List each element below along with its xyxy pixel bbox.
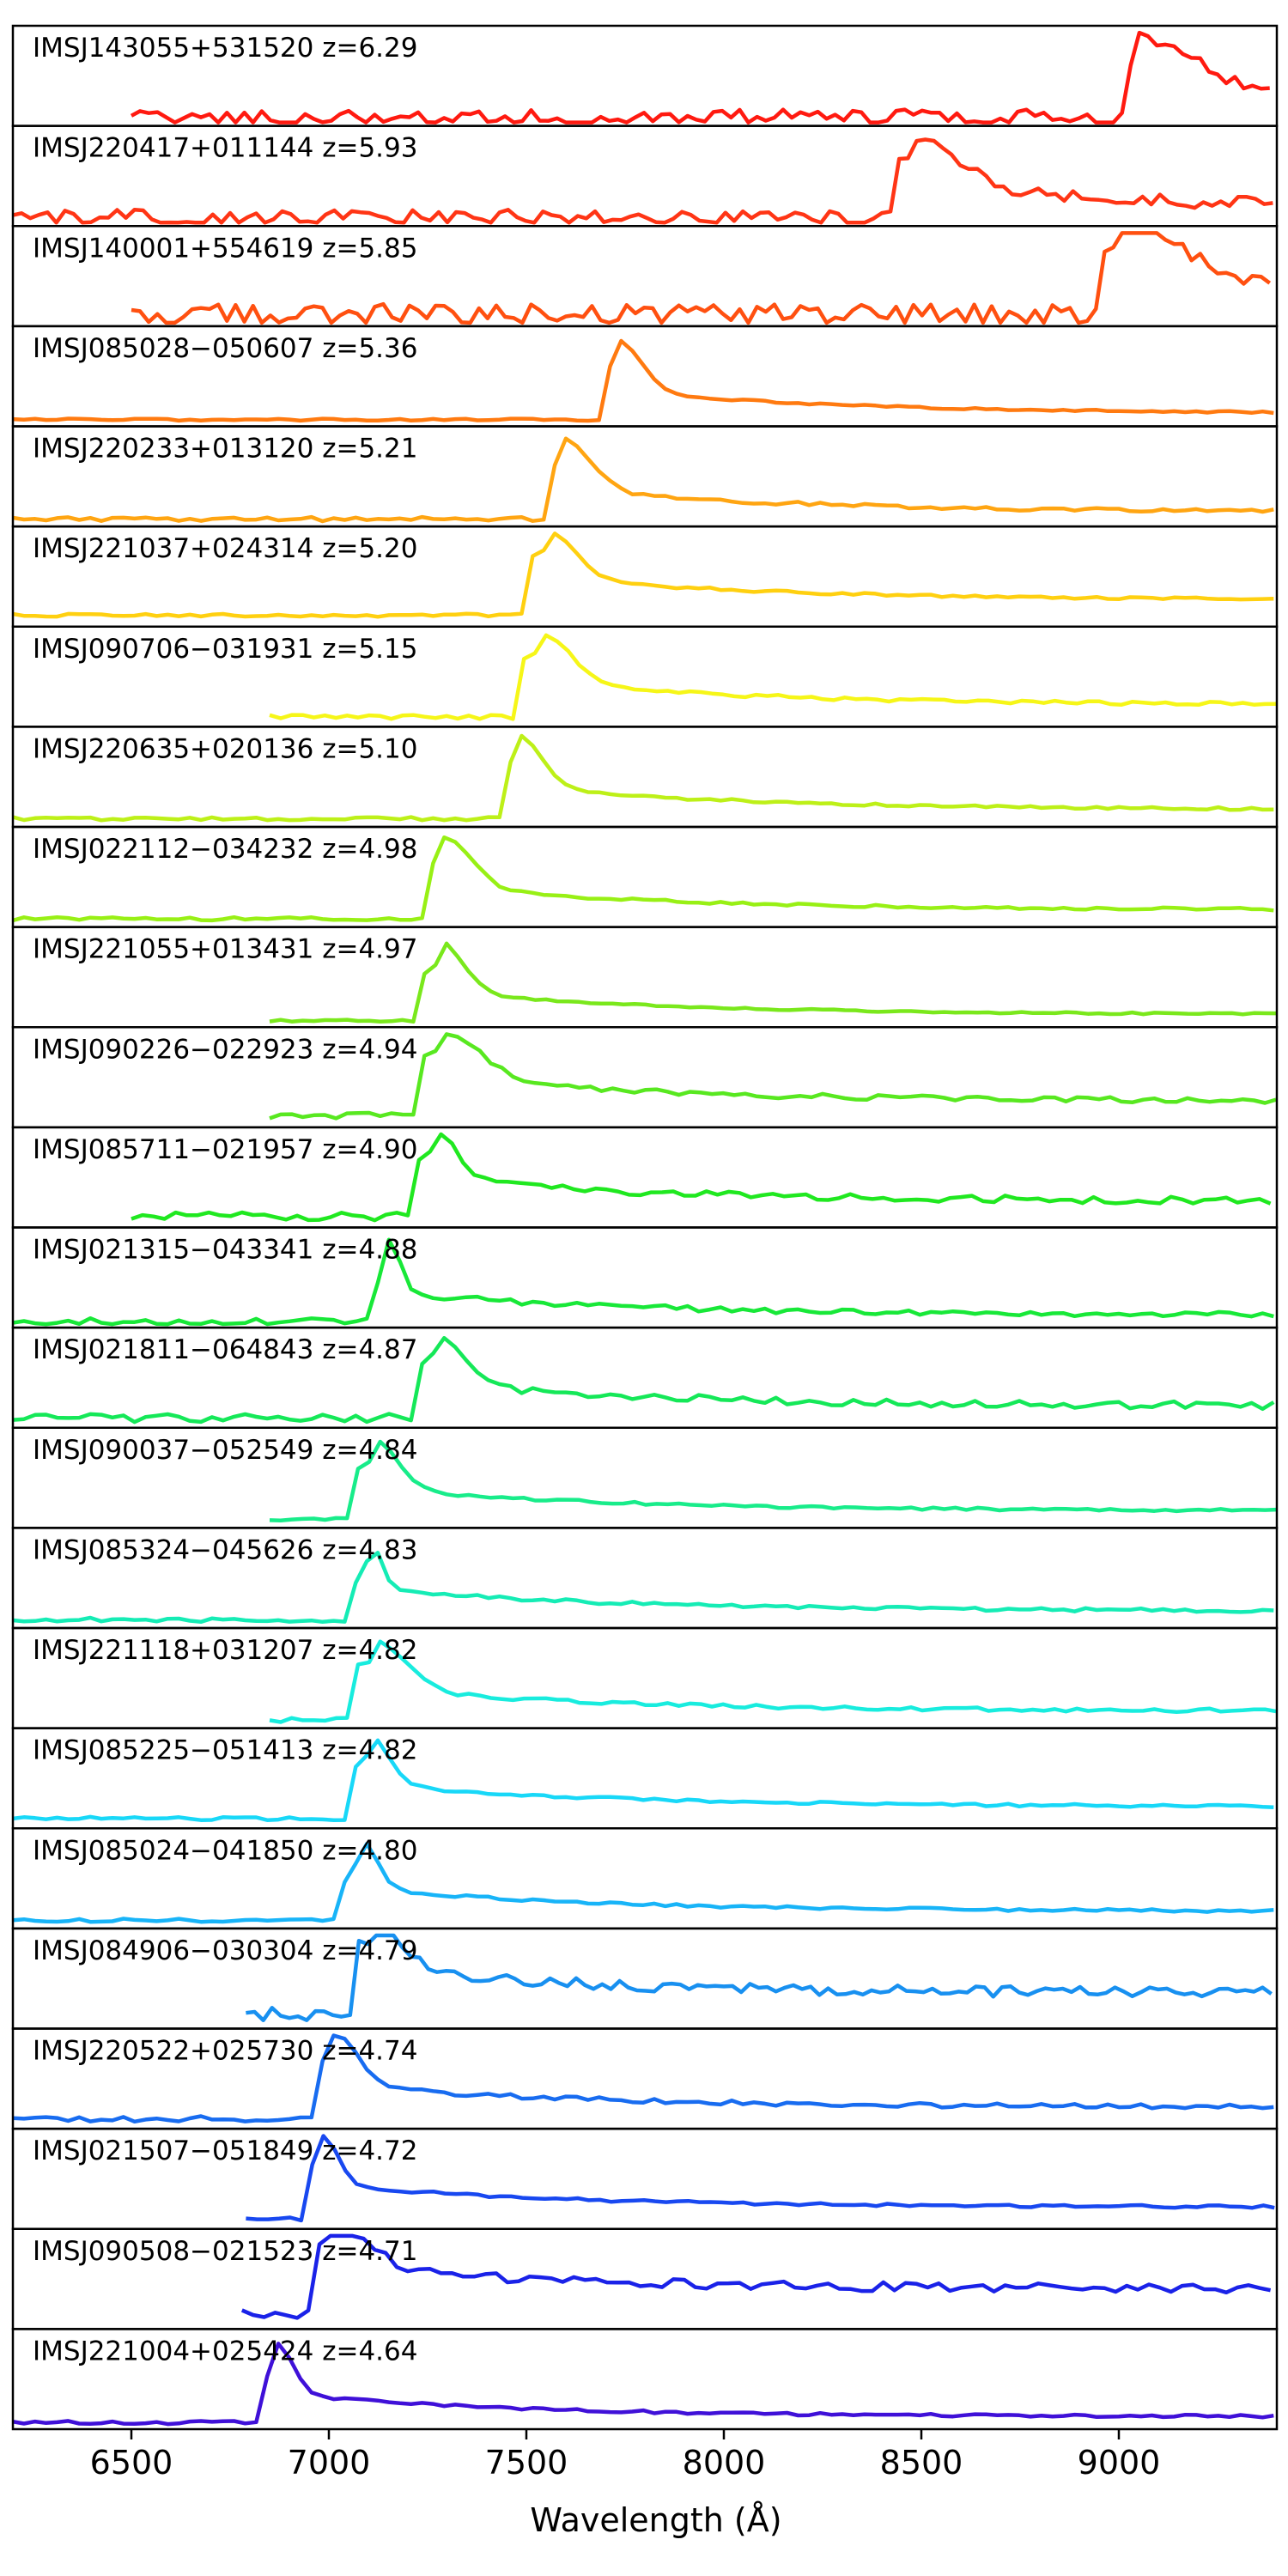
spectrum-panel: IMSJ085028−050607 z=5.36 <box>11 325 1279 428</box>
spectrum-panel: IMSJ221055+013431 z=4.97 <box>11 926 1279 1029</box>
panel-label: IMSJ085711−021957 z=4.90 <box>33 1134 418 1165</box>
panel-label: IMSJ220233+013120 z=5.21 <box>33 434 418 465</box>
spectrum-panel: IMSJ090508−021523 z=4.71 <box>11 2227 1279 2330</box>
spectrum-panel: IMSJ085324−045626 z=4.83 <box>11 1527 1279 1630</box>
spectrum-line <box>269 941 1277 1024</box>
panel-label: IMSJ021315−043341 z=4.88 <box>33 1235 418 1266</box>
spectrum-panel: IMSJ220522+025730 z=4.74 <box>11 2027 1279 2130</box>
panel-frame <box>11 2328 1279 2431</box>
panel-label: IMSJ090037−052549 z=4.84 <box>33 1435 418 1466</box>
spectrum-line <box>13 2342 1274 2427</box>
spectrum-line <box>269 1439 1277 1522</box>
panel-label: IMSJ021507−051849 z=4.72 <box>33 2136 418 2166</box>
panel-label: IMSJ140001+554619 z=5.85 <box>33 233 418 264</box>
spectrum-line <box>13 1237 1274 1327</box>
spectrum-line <box>130 30 1270 125</box>
spectrum-panel: IMSJ221118+031207 z=4.82 <box>11 1626 1279 1729</box>
x-tick-label: 7500 <box>485 2444 568 2482</box>
x-tick-label: 6500 <box>90 2444 173 2482</box>
spectrum-line <box>131 1132 1272 1223</box>
spectrum-panel: IMSJ022112−034232 z=4.98 <box>11 825 1279 928</box>
spectrum-panel: IMSJ143055+531520 z=6.29 <box>11 24 1279 127</box>
spectrum-panel: IMSJ220233+013120 z=5.21 <box>11 425 1279 528</box>
panel-label: IMSJ221004+025424 z=4.64 <box>33 2336 418 2366</box>
x-tick-label: 8000 <box>683 2444 766 2482</box>
spectrum-line <box>269 1639 1277 1724</box>
spectrum-line <box>13 338 1274 423</box>
spectrum-panel: IMSJ090226−022923 z=4.94 <box>11 1026 1279 1129</box>
panel-label: IMSJ220417+011144 z=5.93 <box>33 133 418 164</box>
panel-label: IMSJ085324−045626 z=4.83 <box>33 1534 418 1565</box>
panel-label: IMSJ220635+020136 z=5.10 <box>33 733 418 764</box>
spectrum-panel: IMSJ090706−031931 z=5.15 <box>11 625 1279 728</box>
spectrum-line <box>13 1738 1274 1822</box>
panel-label: IMSJ085028−050607 z=5.36 <box>33 333 418 364</box>
spectrum-line <box>13 436 1274 524</box>
panel-label: IMSJ085024−041850 z=4.80 <box>33 1835 418 1866</box>
spectrum-panel: IMSJ221004+025424 z=4.64 <box>11 2328 1279 2431</box>
spectrum-line <box>13 1842 1274 1924</box>
spectrum-line <box>246 1933 1273 2023</box>
x-tick-label: 7000 <box>288 2444 371 2482</box>
spectrum-panel: IMSJ140001+554619 z=5.85 <box>11 225 1279 328</box>
spectrum-panel: IMSJ021811−064843 z=4.87 <box>11 1326 1279 1429</box>
x-tick-label: 8500 <box>880 2444 963 2482</box>
spectrum-panels: IMSJ143055+531520 z=6.29 IMSJ220417+01114… <box>11 24 1279 2431</box>
panel-label: IMSJ021811−064843 z=4.87 <box>33 1334 418 1365</box>
panel-label: IMSJ143055+531520 z=6.29 <box>33 33 418 64</box>
spectrum-line <box>13 733 1274 823</box>
spectrum-line <box>13 2033 1274 2124</box>
panel-label: IMSJ022112−034232 z=4.98 <box>33 834 418 865</box>
panel-label: IMSJ090508−021523 z=4.71 <box>33 2236 418 2267</box>
panel-label: IMSJ085225−051413 z=4.82 <box>33 1735 418 1766</box>
spectrum-panel: IMSJ021315−043341 z=4.88 <box>11 1226 1279 1329</box>
spectrum-line <box>269 1032 1277 1121</box>
panel-label: IMSJ221037+024314 z=5.20 <box>33 533 418 564</box>
spectrum-line <box>13 1335 1275 1425</box>
spectrum-line <box>13 1551 1274 1625</box>
spectrum-panel: IMSJ220635+020136 z=5.10 <box>11 726 1279 829</box>
x-tick-label: 9000 <box>1078 2444 1161 2482</box>
panel-label: IMSJ084906−030304 z=4.79 <box>33 1935 418 1966</box>
spectrum-panel: IMSJ084906−030304 z=4.79 <box>11 1927 1279 2030</box>
panel-label: IMSJ220522+025730 z=4.74 <box>33 2036 418 2067</box>
panel-label: IMSJ090226−022923 z=4.94 <box>33 1034 418 1065</box>
x-axis: 6500 7000 7500 8000 8500 9000 <box>90 2429 1161 2482</box>
x-axis-label: Wavelength (Å) <box>530 2501 781 2539</box>
spectrum-line <box>269 633 1277 721</box>
spectrum-panel: IMSJ085024−041850 z=4.80 <box>11 1827 1279 1930</box>
spectrum-panel: IMSJ085225−051413 z=4.82 <box>11 1727 1279 1830</box>
panel-label: IMSJ221055+013431 z=4.97 <box>33 934 418 965</box>
spectrum-panel: IMSJ021507−051849 z=4.72 <box>11 2127 1279 2230</box>
panel-label: IMSJ221118+031207 z=4.82 <box>33 1635 418 1666</box>
spectrum-panel: IMSJ220417+011144 z=5.93 <box>11 125 1279 228</box>
spectrum-panel: IMSJ090037−052549 z=4.84 <box>11 1426 1279 1529</box>
spectrum-panel: IMSJ221037+024314 z=5.20 <box>11 525 1279 628</box>
spectrum-line <box>246 2134 1275 2223</box>
spectrum-line <box>13 532 1274 619</box>
spectrum-line <box>13 835 1274 923</box>
spectrum-line <box>240 2233 1272 2320</box>
spectrum-panel: IMSJ085711−021957 z=4.90 <box>11 1126 1279 1229</box>
panel-label: IMSJ090706−031931 z=5.15 <box>33 634 418 665</box>
spectrum-line <box>131 231 1272 325</box>
spectrum-line <box>13 137 1273 225</box>
